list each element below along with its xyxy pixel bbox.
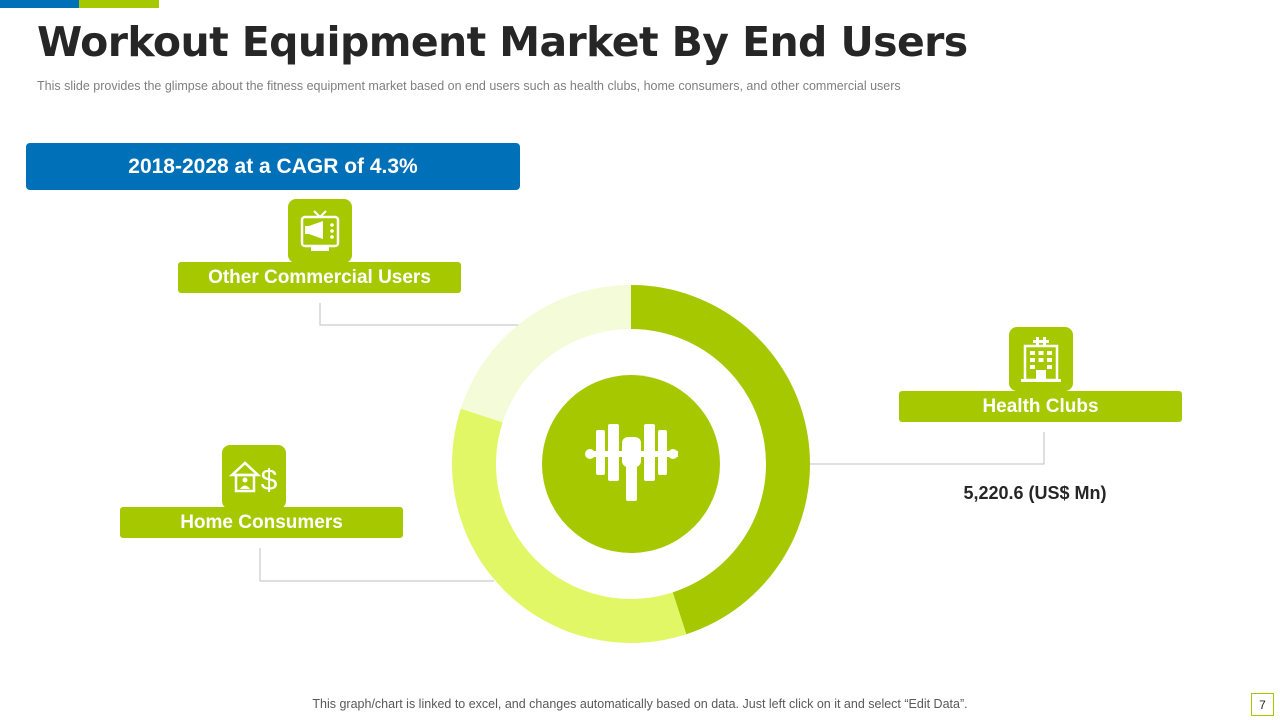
connector-lines: [259, 303, 1045, 582]
donut-slice-other-commercial-users: [460, 285, 631, 423]
dumbbell-fist-icon: [585, 424, 678, 501]
health-clubs-value-label: 5,220.6 (US$ Mn): [963, 483, 1107, 503]
home-consumers-icon-tile: $: [222, 445, 286, 509]
health-clubs-icon-tile: [1009, 327, 1073, 391]
donut-slice-health-clubs: [631, 285, 810, 635]
building-icon: [1021, 337, 1061, 382]
footer-note: This graph/chart is linked to excel, and…: [312, 697, 968, 711]
cagr-banner: 2018-2028 at a CAGR of 4.3%: [26, 143, 520, 190]
home-dollar-icon: $: [229, 461, 278, 497]
connector-other: [319, 303, 524, 326]
donut-slices: [452, 285, 810, 644]
other-commercial-icon-tile: [288, 199, 352, 263]
label-other-commercial-users: Other Commercial Users: [178, 262, 461, 293]
label-health-clubs: Health Clubs: [899, 391, 1182, 422]
accent-bar-green: [79, 0, 159, 8]
accent-bar-blue: [0, 0, 79, 8]
page-subtitle: This slide provides the glimpse about th…: [37, 79, 901, 93]
svg-text:$: $: [261, 464, 278, 497]
page-title: Workout Equipment Market By End Users: [37, 18, 968, 66]
donut-slice-home-consumers: [452, 408, 687, 644]
tv-megaphone-icon: [300, 210, 340, 251]
connector-health: [810, 432, 1045, 465]
connector-home: [259, 548, 494, 582]
label-home-consumers: Home Consumers: [120, 507, 403, 538]
page-number: 7: [1251, 693, 1274, 716]
